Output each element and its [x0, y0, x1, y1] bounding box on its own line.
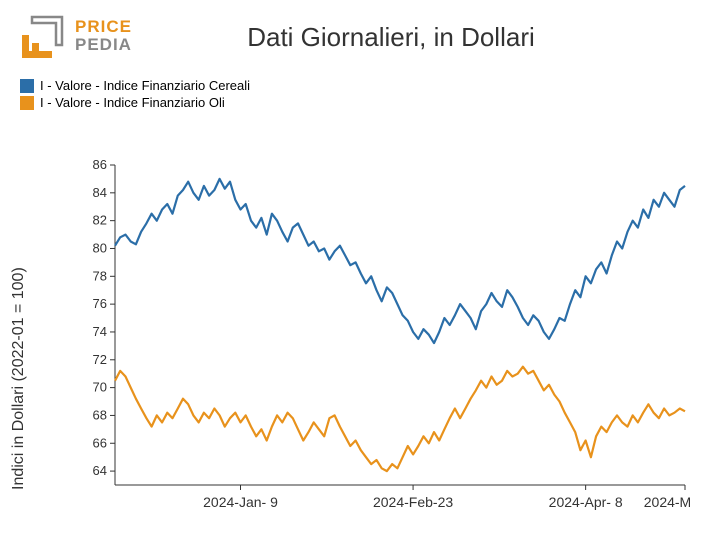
svg-text:84: 84 [93, 185, 107, 200]
svg-text:80: 80 [93, 240, 107, 255]
y-axis-label: Indici in Dollari (2022-01 = 100) [10, 267, 28, 490]
svg-text:72: 72 [93, 352, 107, 367]
x-axis: 2024-Jan- 9 2024-Feb-23 2024-Apr- 8 2024-Ma… [115, 485, 690, 510]
svg-text:78: 78 [93, 268, 107, 283]
svg-text:2024-May-23: 2024-May-23 [644, 494, 690, 510]
svg-text:86: 86 [93, 157, 107, 172]
svg-text:66: 66 [93, 435, 107, 450]
series-group [115, 179, 685, 471]
y-axis: 64 66 68 70 72 74 76 78 80 82 84 86 [93, 157, 115, 485]
svg-text:68: 68 [93, 407, 107, 422]
svg-text:2024-Apr- 8: 2024-Apr- 8 [549, 494, 623, 510]
legend-item-oli: I - Valore - Indice Finanziario Oli [20, 95, 692, 110]
legend-swatch-oli [20, 96, 34, 110]
series-line-cereali [115, 179, 685, 343]
svg-text:70: 70 [93, 380, 107, 395]
legend-item-cereali: I - Valore - Indice Finanziario Cereali [20, 78, 692, 93]
svg-text:64: 64 [93, 463, 107, 478]
legend-swatch-cereali [20, 79, 34, 93]
logo-line2: PEDIA [75, 36, 132, 54]
svg-text:74: 74 [93, 324, 107, 339]
header: PRICE PEDIA Dati Giornalieri, in Dollari [0, 0, 712, 70]
chart-title: Dati Giornalieri, in Dollari [130, 22, 692, 53]
svg-text:76: 76 [93, 296, 107, 311]
svg-text:2024-Feb-23: 2024-Feb-23 [373, 494, 453, 510]
svg-text:82: 82 [93, 213, 107, 228]
pricepedia-logo: PRICE PEDIA [20, 10, 130, 65]
svg-text:2024-Jan- 9: 2024-Jan- 9 [203, 494, 278, 510]
logo-line1: PRICE [75, 18, 132, 36]
chart-plot: 646668707274767880828486 2024-Jan- 92024… [75, 155, 690, 525]
series-line-oli [115, 367, 685, 471]
legend-label-cereali: I - Valore - Indice Finanziario Cereali [40, 78, 250, 93]
legend-label-oli: I - Valore - Indice Finanziario Oli [40, 95, 225, 110]
logo-text: PRICE PEDIA [75, 18, 132, 54]
legend: I - Valore - Indice Finanziario Cereali … [0, 70, 712, 110]
logo-icon [20, 15, 70, 63]
chart-container: PRICE PEDIA Dati Giornalieri, in Dollari… [0, 0, 712, 555]
